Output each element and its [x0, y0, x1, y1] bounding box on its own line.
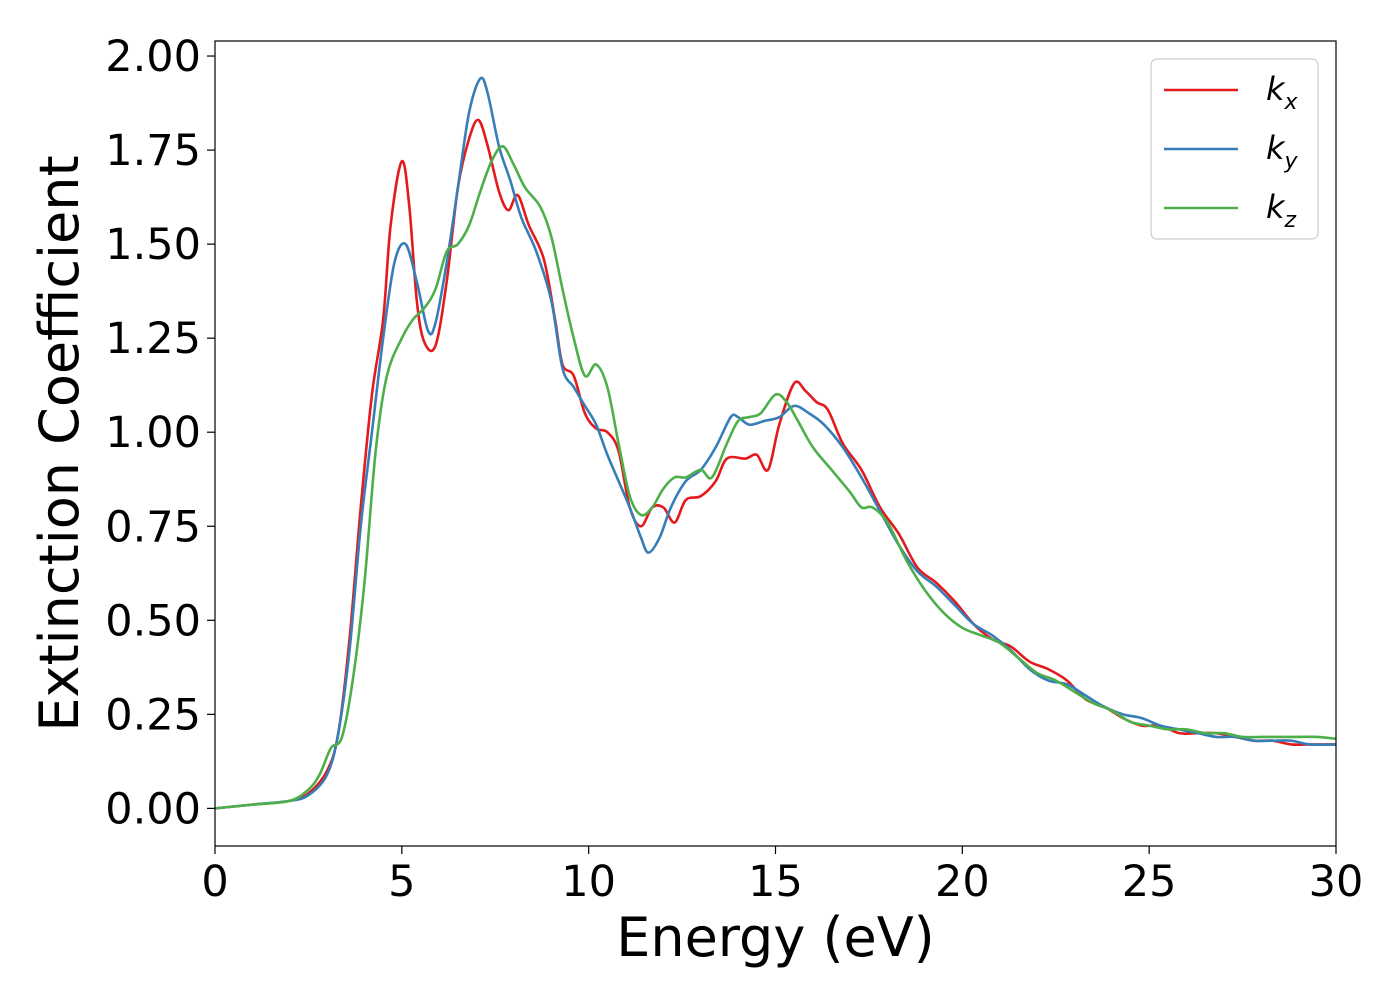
x-tick-label: 20 — [935, 857, 990, 907]
x-tick-label: 15 — [748, 857, 803, 907]
x-tick-label: 25 — [1122, 857, 1177, 907]
x-tick-label: 5 — [388, 857, 415, 907]
x-axis-label: Energy (eV) — [616, 906, 935, 969]
legend-label-y: ky — [1266, 129, 1299, 174]
series-line-z — [215, 145, 1336, 810]
legend-label-base: k — [1266, 129, 1286, 167]
x-axis-ticks: 0 5 10 15 20 25 30 — [201, 846, 1363, 907]
x-tick-label: 10 — [561, 857, 616, 907]
y-tick-label: 0.00 — [105, 784, 201, 834]
series-line-y — [215, 76, 1336, 810]
y-tick-label: 0.75 — [105, 502, 201, 552]
legend-label-subscript: z — [1284, 208, 1297, 233]
legend-label-base: k — [1266, 188, 1286, 226]
y-tick-label: 2.00 — [105, 32, 201, 82]
y-tick-label: 1.75 — [105, 126, 201, 176]
y-tick-label: 1.00 — [105, 408, 201, 458]
y-tick-label: 1.50 — [105, 220, 201, 270]
y-tick-label: 0.50 — [105, 596, 201, 646]
y-tick-label: 0.25 — [105, 690, 201, 740]
y-axis-ticks: 0.00 0.25 0.50 0.75 1.00 1.25 1.50 1.75 2.00 — [105, 32, 215, 834]
legend-label-z: kz — [1266, 188, 1297, 233]
series-layer — [215, 76, 1336, 810]
y-axis-label: Extinction Coefficient — [28, 155, 91, 731]
x-tick-label: 0 — [201, 857, 228, 907]
legend-label-subscript: x — [1284, 90, 1299, 115]
legend-label-x: kx — [1266, 70, 1299, 115]
legend-label-subscript: y — [1284, 149, 1299, 174]
y-tick-label: 1.25 — [105, 314, 201, 364]
legend-label-base: k — [1266, 70, 1286, 108]
x-tick-label: 30 — [1309, 857, 1364, 907]
